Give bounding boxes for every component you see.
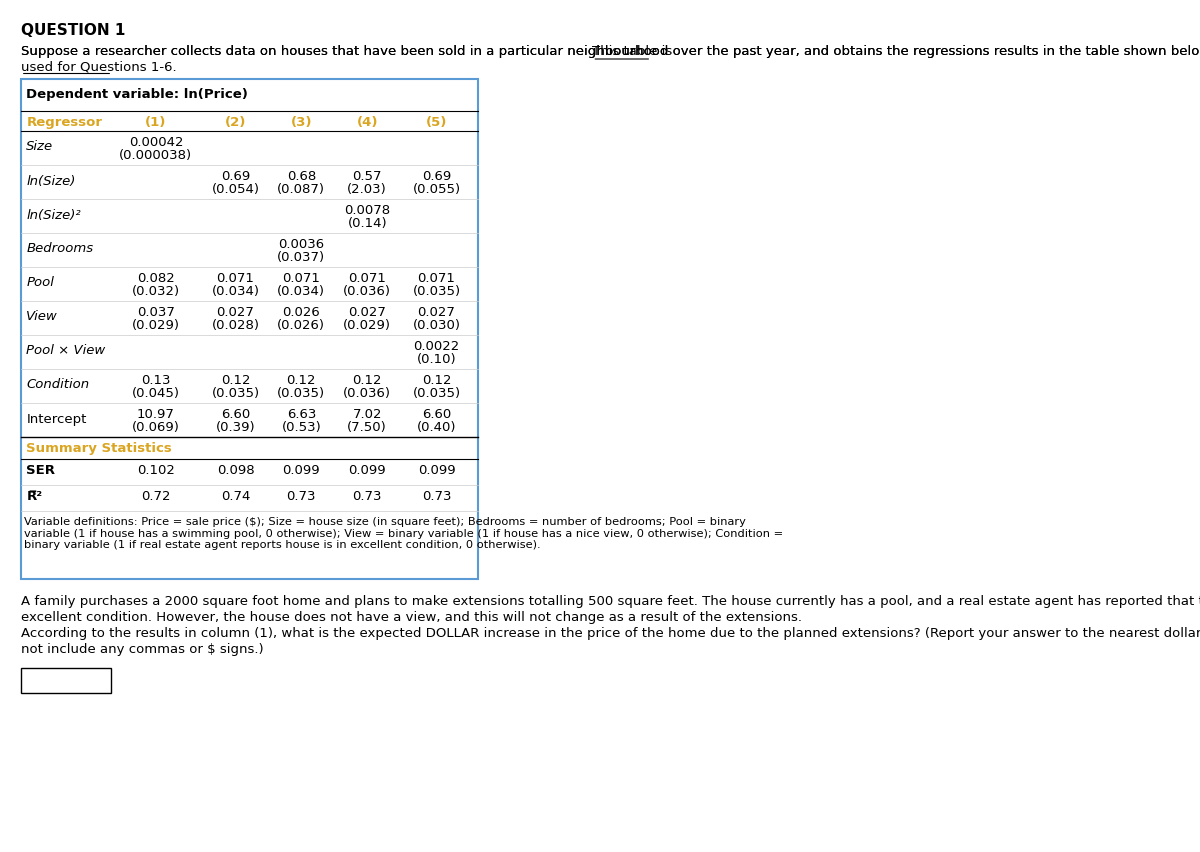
Text: 0.027: 0.027: [418, 305, 456, 318]
Text: Summary Statistics: Summary Statistics: [26, 441, 172, 454]
Text: (0.000038): (0.000038): [119, 149, 192, 163]
Text: 0.74: 0.74: [221, 490, 251, 503]
Text: 0.099: 0.099: [348, 464, 386, 477]
Text: 0.037: 0.037: [137, 305, 175, 318]
Text: 0.72: 0.72: [142, 490, 170, 503]
Text: 0.026: 0.026: [282, 305, 320, 318]
Text: 6.60: 6.60: [221, 407, 250, 420]
Text: 0.027: 0.027: [348, 305, 386, 318]
Text: (0.036): (0.036): [343, 285, 391, 298]
Text: Variable definitions: Price = sale price ($); Size = house size (in square feet): Variable definitions: Price = sale price…: [24, 516, 784, 550]
Text: This table is: This table is: [593, 45, 673, 58]
Text: ln(Size)²: ln(Size)²: [26, 208, 82, 222]
Text: (0.030): (0.030): [413, 320, 461, 332]
Text: 0.73: 0.73: [353, 490, 382, 503]
Text: (0.054): (0.054): [211, 183, 259, 196]
Text: (0.034): (0.034): [277, 285, 325, 298]
Text: (0.026): (0.026): [277, 320, 325, 332]
Text: QUESTION 1: QUESTION 1: [20, 23, 125, 38]
Text: (0.14): (0.14): [347, 217, 388, 230]
Text: 0.099: 0.099: [282, 464, 320, 477]
Text: 0.69: 0.69: [422, 170, 451, 182]
Text: 0.68: 0.68: [287, 170, 316, 182]
Text: 0.102: 0.102: [137, 464, 175, 477]
Text: (0.028): (0.028): [211, 320, 259, 332]
Text: ln(Size): ln(Size): [26, 175, 76, 187]
Text: (0.035): (0.035): [413, 387, 461, 400]
Text: (0.029): (0.029): [343, 320, 391, 332]
Text: A family purchases a 2000 square foot home and plans to make extensions totallin: A family purchases a 2000 square foot ho…: [20, 595, 1200, 607]
Text: (0.035): (0.035): [211, 387, 259, 400]
Text: (0.055): (0.055): [413, 183, 461, 196]
Text: (4): (4): [356, 116, 378, 129]
Text: (3): (3): [290, 116, 312, 129]
Text: (0.032): (0.032): [132, 285, 180, 298]
Text: Dependent variable: ln(Price): Dependent variable: ln(Price): [26, 88, 248, 101]
Text: 0.73: 0.73: [287, 490, 316, 503]
Text: (0.53): (0.53): [282, 421, 322, 434]
Text: 0.082: 0.082: [137, 271, 175, 285]
Text: (0.069): (0.069): [132, 421, 180, 434]
Text: excellent condition. However, the house does not have a view, and this will not : excellent condition. However, the house …: [20, 610, 802, 624]
Text: 0.12: 0.12: [287, 373, 316, 386]
Text: 0.12: 0.12: [221, 373, 251, 386]
Text: (1): (1): [145, 116, 167, 129]
Text: 0.071: 0.071: [348, 271, 386, 285]
Text: Pool × View: Pool × View: [26, 344, 106, 357]
Text: 7.02: 7.02: [353, 407, 382, 420]
Text: Size: Size: [26, 141, 54, 153]
Text: (0.034): (0.034): [211, 285, 259, 298]
Text: Condition: Condition: [26, 378, 90, 391]
Text: 0.12: 0.12: [421, 373, 451, 386]
Text: View: View: [26, 310, 58, 323]
Text: 0.071: 0.071: [217, 271, 254, 285]
Text: Suppose a researcher collects data on houses that have been sold in a particular: Suppose a researcher collects data on ho…: [20, 45, 1200, 58]
Text: used for Questions 1-6.: used for Questions 1-6.: [20, 60, 176, 73]
Text: 0.00042: 0.00042: [128, 135, 184, 148]
Text: 0.071: 0.071: [282, 271, 320, 285]
Text: (7.50): (7.50): [347, 421, 388, 434]
Text: (0.029): (0.029): [132, 320, 180, 332]
Text: Intercept: Intercept: [26, 412, 86, 425]
Text: (0.087): (0.087): [277, 183, 325, 196]
Text: 0.071: 0.071: [418, 271, 456, 285]
Text: Regressor: Regressor: [26, 116, 102, 129]
Text: According to the results in column (1), what is the expected DOLLAR increase in : According to the results in column (1), …: [20, 626, 1200, 639]
Text: 6.63: 6.63: [287, 407, 316, 420]
FancyBboxPatch shape: [20, 80, 478, 579]
Text: 0.098: 0.098: [217, 464, 254, 477]
Text: 6.60: 6.60: [422, 407, 451, 420]
Text: (5): (5): [426, 116, 448, 129]
Text: Suppose a researcher collects data on houses that have been sold in a particular: Suppose a researcher collects data on ho…: [20, 45, 1200, 58]
Text: (0.037): (0.037): [277, 251, 325, 264]
Text: 0.12: 0.12: [353, 373, 382, 386]
Text: 0.099: 0.099: [418, 464, 455, 477]
Text: Bedrooms: Bedrooms: [26, 242, 94, 256]
Text: Pool: Pool: [26, 276, 54, 289]
Text: 0.69: 0.69: [221, 170, 250, 182]
Text: (0.036): (0.036): [343, 387, 391, 400]
Text: (2.03): (2.03): [347, 183, 388, 196]
Text: (0.035): (0.035): [413, 285, 461, 298]
Text: 0.0022: 0.0022: [413, 339, 460, 352]
Text: not include any commas or $ signs.): not include any commas or $ signs.): [20, 642, 264, 655]
Text: 10.97: 10.97: [137, 407, 175, 420]
Text: 0.0078: 0.0078: [344, 204, 390, 216]
Text: SER: SER: [26, 464, 55, 477]
Text: 0.73: 0.73: [421, 490, 451, 503]
FancyBboxPatch shape: [20, 668, 110, 694]
Text: R̅²: R̅²: [26, 490, 42, 503]
Text: (2): (2): [224, 116, 246, 129]
Text: (0.40): (0.40): [416, 421, 456, 434]
Text: 0.027: 0.027: [217, 305, 254, 318]
Text: (0.10): (0.10): [416, 353, 456, 366]
Text: (0.045): (0.045): [132, 387, 180, 400]
Text: (0.035): (0.035): [277, 387, 325, 400]
Text: (0.39): (0.39): [216, 421, 256, 434]
Text: 0.0036: 0.0036: [278, 237, 324, 250]
Text: 0.57: 0.57: [353, 170, 382, 182]
Text: 0.13: 0.13: [142, 373, 170, 386]
